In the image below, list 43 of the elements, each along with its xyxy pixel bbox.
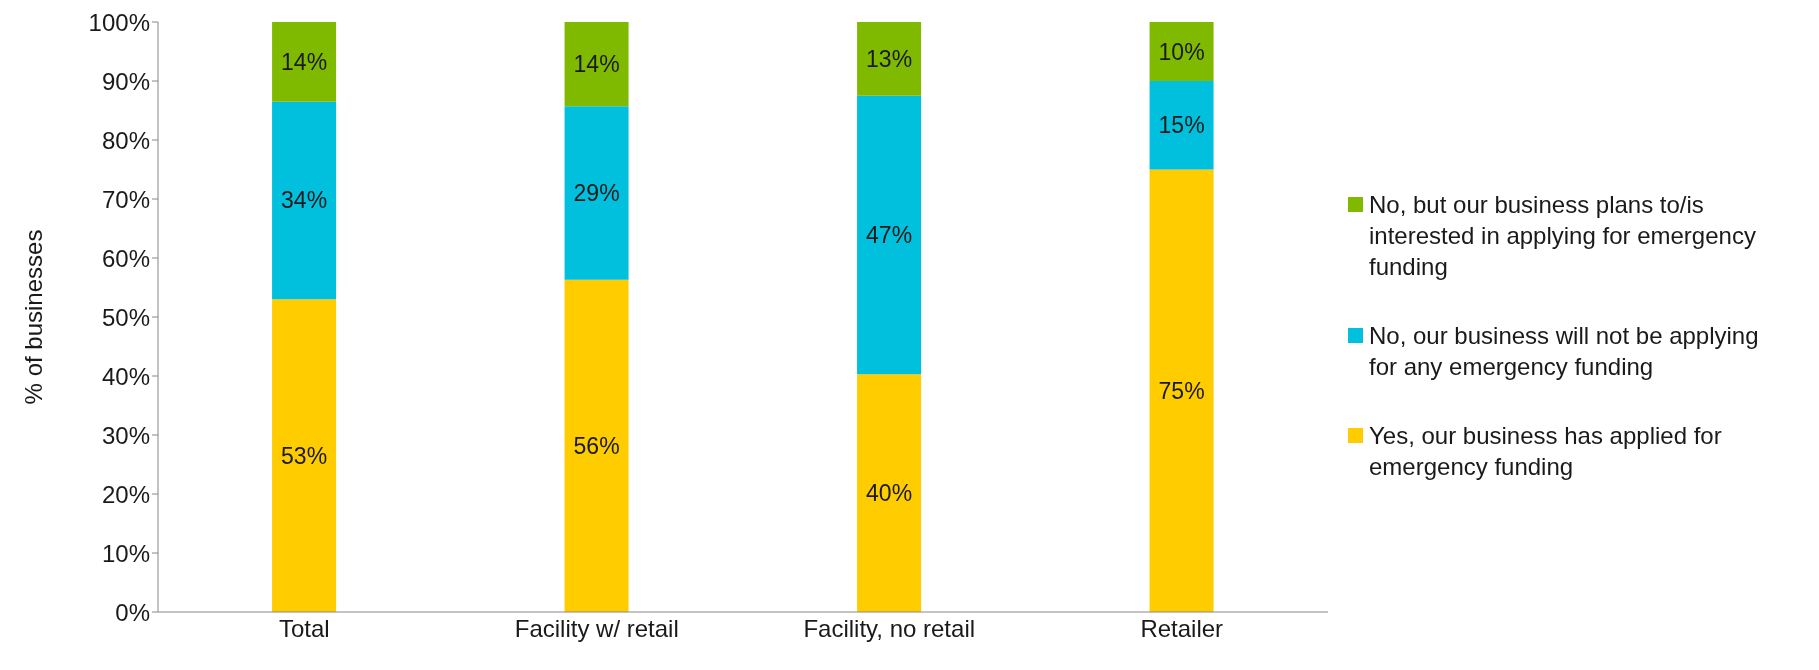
- data-label: 56%: [573, 432, 620, 459]
- bar: [1149, 169, 1214, 612]
- y-tick-label: 60%: [101, 244, 150, 272]
- y-tick-label: 70%: [101, 185, 150, 213]
- legend-label: No, our business will not be applying for any emergency funding: [1369, 320, 1760, 382]
- legend-label: Yes, our business has applied for emergency funding: [1369, 420, 1723, 482]
- x-tick-label: Facility w/ retail: [514, 615, 679, 643]
- data-label: 14%: [281, 48, 328, 75]
- y-tick-label: 80%: [101, 126, 150, 154]
- y-tick-label: 0%: [115, 598, 150, 626]
- data-label: 34%: [281, 187, 328, 214]
- y-tick-label: 100%: [88, 8, 150, 36]
- bar: [272, 299, 337, 612]
- data-label: 13%: [866, 45, 913, 72]
- bar: [272, 22, 337, 102]
- y-tick-label: 20%: [101, 480, 150, 508]
- y-tick-label: 10%: [101, 539, 150, 567]
- y-tick-label: 50%: [101, 303, 150, 331]
- x-tick-label: Retailer: [1140, 615, 1224, 643]
- y-tick-label: 30%: [101, 421, 150, 449]
- bar: [1149, 22, 1214, 81]
- data-label: 10%: [1158, 38, 1205, 65]
- data-label: 75%: [1158, 377, 1205, 404]
- data-label: 14%: [573, 51, 620, 78]
- bar: [857, 95, 922, 375]
- bar: [857, 374, 922, 612]
- x-tick-label: Total: [278, 615, 330, 643]
- bar: [564, 22, 629, 107]
- data-label: 29%: [573, 180, 620, 207]
- bar: [564, 279, 629, 612]
- bar: [1149, 81, 1214, 170]
- data-label: 15%: [1158, 112, 1205, 139]
- bar: [857, 22, 922, 96]
- data-label: 47%: [866, 221, 913, 248]
- data-label: 40%: [866, 480, 913, 507]
- legend-label: No, but our business plans to/is interested in applying for emergency funding: [1369, 189, 1757, 282]
- bar: [564, 106, 629, 280]
- y-tick-label: 40%: [101, 362, 150, 390]
- data-label: 53%: [281, 442, 328, 469]
- y-axis-title: % of businesses: [19, 229, 47, 405]
- x-tick-label: Facility, no retail: [803, 615, 976, 643]
- y-tick-label: 90%: [101, 67, 150, 95]
- bar: [272, 101, 337, 300]
